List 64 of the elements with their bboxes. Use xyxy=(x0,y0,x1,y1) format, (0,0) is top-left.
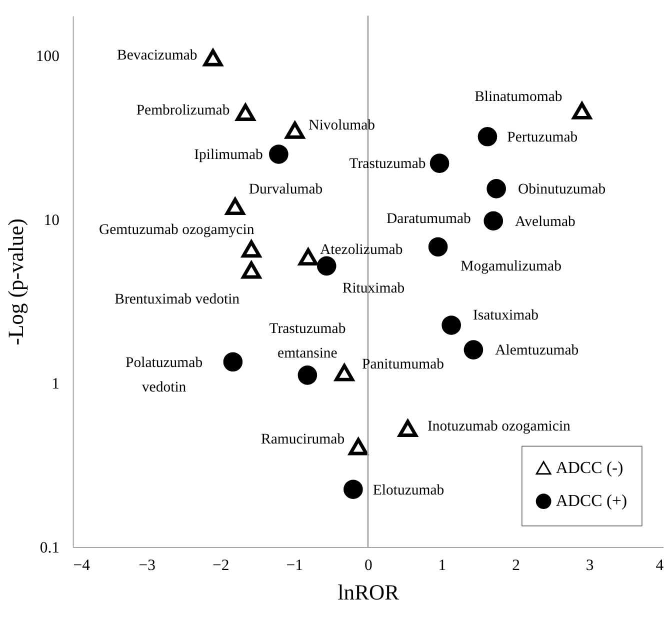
annotation: Panitumumab xyxy=(362,356,444,373)
point xyxy=(478,127,498,146)
annotation: Ipilimumab xyxy=(194,147,263,164)
x-tick-label: −3 xyxy=(138,557,156,574)
point xyxy=(348,438,368,456)
point xyxy=(572,102,592,120)
point xyxy=(298,366,318,385)
x-tick-label: −1 xyxy=(286,557,304,574)
x-tick-label: −2 xyxy=(212,557,230,574)
annotation: Bevacizumab xyxy=(116,48,198,64)
point xyxy=(486,179,506,198)
point xyxy=(442,316,461,335)
point xyxy=(225,198,245,216)
point xyxy=(428,237,448,256)
x-tick-label: 2 xyxy=(512,557,520,574)
annotation: Atezolizumab xyxy=(320,242,403,258)
point xyxy=(398,420,418,437)
annotation: Pembrolizumab xyxy=(136,102,230,118)
annotation: Daratumumab xyxy=(386,211,471,228)
point xyxy=(203,49,223,66)
point xyxy=(242,240,262,258)
annotation: Polatuzumab vedotin xyxy=(126,354,203,396)
y-tick-label: 10 xyxy=(44,212,60,229)
point xyxy=(223,352,243,372)
annotation: Rituximab xyxy=(342,280,405,296)
annotation: Pertuzumab xyxy=(507,130,578,146)
annotation: Elotuzumab xyxy=(372,482,444,498)
point xyxy=(430,154,450,173)
y-tick-label: 1 xyxy=(52,376,60,393)
point xyxy=(316,256,336,276)
annotation: Avelumab xyxy=(515,214,576,230)
annotation: Alemtuzumab xyxy=(495,342,579,359)
y-tick-label: 100 xyxy=(36,48,60,66)
annotation: Mogamulizumab xyxy=(460,258,562,274)
point xyxy=(484,211,504,230)
x-tick-label: 4 xyxy=(656,557,664,574)
point xyxy=(334,364,354,382)
annotation: Blinatumomab xyxy=(474,89,562,105)
annotation: Gemtuzumab ozogamycin xyxy=(98,222,255,238)
x-axis-title: lnROR xyxy=(338,580,400,605)
point xyxy=(344,480,363,499)
annotation: Nivolumab xyxy=(308,117,376,134)
y-tick-label: 0.1 xyxy=(40,539,60,556)
annotation: Ramucirumab xyxy=(261,432,345,448)
x-tick-label: −4 xyxy=(73,557,90,574)
annotation: Obinutuzumab xyxy=(518,182,606,198)
point xyxy=(285,122,305,139)
point xyxy=(298,248,318,266)
point xyxy=(236,104,256,121)
legend-label: ADCC (-) xyxy=(556,458,624,477)
annotation: Trastuzumab xyxy=(349,156,426,172)
point xyxy=(464,340,484,360)
x-tick-label: 0 xyxy=(364,557,373,574)
annotation: Brentuximab vedotin xyxy=(114,292,240,308)
y-axis-title: -Log (p-value) xyxy=(4,218,28,346)
x-tick-label: 3 xyxy=(586,557,594,574)
annotation: Inotuzumab ozogamicin xyxy=(427,418,572,434)
x-tick-label: 1 xyxy=(438,557,446,574)
annotation: Isatuximab xyxy=(472,307,539,324)
annotation: Durvalumab xyxy=(248,182,323,198)
legend-label: ADCC (+) xyxy=(556,491,628,510)
point xyxy=(242,262,262,279)
annotation: Trastuzumab emtansine xyxy=(269,320,346,362)
point xyxy=(269,144,288,164)
